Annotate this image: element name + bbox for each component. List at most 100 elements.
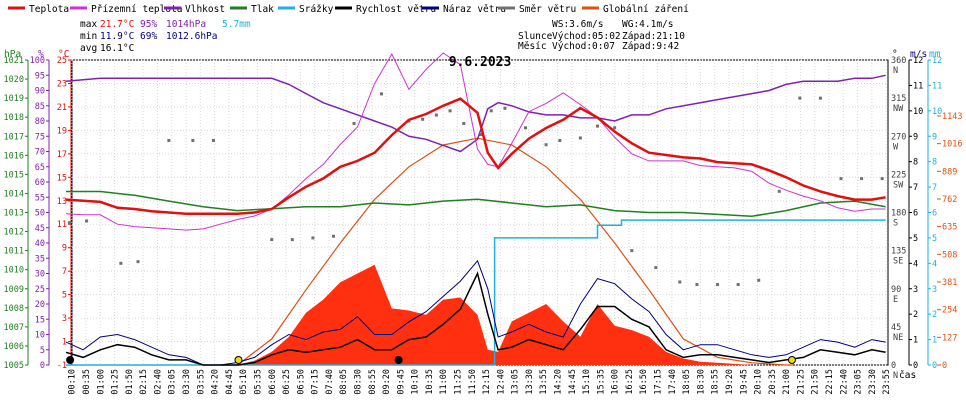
- humidity-axis-label-18: 90: [35, 87, 45, 97]
- wind-direction-point-25: [596, 124, 600, 128]
- direction-axis-label-6: 270: [891, 132, 906, 142]
- ground-temperature-line: [65, 52, 886, 231]
- stats-max-label: max: [80, 19, 97, 30]
- x-tick-label-15: 06:25: [282, 369, 292, 395]
- humidity-axis-label-2: 10: [35, 331, 45, 341]
- x-tick-label-49: 20:35: [768, 369, 778, 395]
- x-tick-label-45: 18:55: [711, 369, 721, 395]
- wind-axis-label-2: 2: [913, 310, 918, 320]
- stats-max-humidity: 95%: [140, 19, 157, 30]
- rain-axis-unit: mm: [929, 49, 941, 60]
- x-tick-label-30: 12:40: [496, 369, 506, 395]
- wind-direction-point-3: [136, 260, 140, 264]
- info-sunrise: Východ:05:02: [552, 31, 621, 42]
- direction-axis-compass-0: N: [893, 371, 898, 381]
- x-tick-label-19: 08:05: [339, 369, 349, 395]
- radiation-axis-label-1: 127: [942, 333, 957, 343]
- pressure-axis-label-0: 1005: [4, 361, 24, 371]
- series-layer: [65, 52, 886, 366]
- x-tick-label-11: 04:45: [225, 369, 235, 395]
- wind-direction-point-32: [736, 283, 740, 287]
- pressure-axis-label-13: 1018: [4, 113, 24, 123]
- x-tick-label-17: 07:15: [311, 369, 321, 395]
- x-tick-label-5: 02:15: [139, 369, 149, 395]
- info-moon-label: Měsíc: [518, 41, 547, 52]
- x-tick-label-14: 06:00: [268, 369, 278, 395]
- x-tick-label-44: 18:30: [696, 369, 706, 395]
- x-tick-label-40: 16:50: [639, 369, 649, 395]
- radiation-measured-area: [237, 264, 787, 365]
- pressure-axis-unit: hPa: [4, 49, 21, 60]
- wind-axis-label-5: 5: [913, 234, 918, 244]
- legend-label-7: Směr větru: [519, 4, 576, 15]
- x-tick-label-57: 23:55: [882, 369, 892, 395]
- legend-label-5: Rychlost větru: [356, 4, 436, 15]
- humidity-line: [65, 74, 886, 153]
- x-tick-label-35: 14:45: [568, 369, 578, 395]
- rain-line: [66, 219, 886, 366]
- temperature-axis-label-9: 17: [57, 150, 67, 160]
- x-tick-label-36: 15:10: [582, 369, 592, 395]
- wind-direction-point-1: [85, 219, 89, 223]
- stats-avg-label: avg: [80, 43, 97, 54]
- humidity-axis-label-6: 30: [35, 270, 45, 280]
- pressure-axis-label-1: 1006: [4, 342, 24, 352]
- wind-direction-point-17: [462, 122, 466, 126]
- legend-label-1: Přízemní teplota: [91, 4, 183, 15]
- temperature-axis-label-2: 3: [62, 314, 67, 324]
- x-tick-label-56: 23:30: [868, 369, 878, 395]
- humidity-axis-label-8: 40: [35, 239, 45, 249]
- legend-label-4: Srážky: [299, 4, 334, 15]
- temperature-axis-label-8: 15: [57, 173, 67, 183]
- x-tick-label-13: 05:35: [253, 369, 263, 395]
- stats-block: max 21.7°C 95% 1014hPa 5.7mm min 11.9°C …: [80, 19, 251, 54]
- temperature-axis-label-11: 21: [57, 103, 67, 113]
- rain-axis-label-12: 12: [932, 56, 942, 66]
- humidity-axis-label-0: 0: [40, 361, 45, 371]
- rain-axis-label-5: 5: [932, 234, 937, 244]
- radiation-axis-label-0: 0: [942, 361, 947, 371]
- humidity-axis-label-15: 75: [35, 132, 45, 142]
- temperature-axis-label-5: 9: [62, 244, 67, 254]
- x-tick-label-1: 00:35: [82, 369, 92, 395]
- radiation-axis-label-4: 508: [942, 250, 957, 260]
- x-tick-label-0: 00:10: [68, 369, 78, 395]
- x-tick-label-28: 11:50: [468, 369, 478, 395]
- direction-axis-compass-5: SW: [893, 180, 904, 190]
- wind-axis-label-1: 1: [913, 336, 918, 346]
- x-tick-label-25: 10:35: [425, 369, 435, 395]
- moonset-marker: [394, 356, 403, 364]
- info-sunset: Západ:21:10: [622, 31, 685, 42]
- direction-axis-compass-3: SE: [893, 257, 903, 267]
- pressure-axis-label-10: 1015: [4, 170, 24, 180]
- x-tick-label-18: 07:40: [325, 369, 335, 395]
- rain-axis-label-0: 0: [932, 361, 937, 371]
- x-tick-label-43: 18:05: [682, 369, 692, 395]
- humidity-axis-label-10: 50: [35, 209, 45, 219]
- humidity-axis-label-3: 15: [35, 315, 45, 325]
- wind-direction-point-4: [167, 138, 171, 142]
- wind-direction-point-28: [654, 266, 658, 270]
- x-tick-label-53: 22:15: [825, 369, 835, 395]
- wind-direction-point-29: [678, 280, 682, 284]
- legend-label-0: Teplota: [29, 4, 69, 15]
- x-tick-label-6: 02:40: [153, 369, 163, 395]
- wind-speed-line: [65, 271, 886, 366]
- wind-direction-point-24: [578, 136, 582, 140]
- moonrise-marker: [66, 356, 75, 364]
- wind-direction-point-33: [757, 278, 761, 282]
- x-tick-label-33: 13:55: [539, 369, 549, 395]
- humidity-axis-label-12: 60: [35, 178, 45, 188]
- sunset-marker: [787, 356, 796, 364]
- wind-direction-point-18: [479, 133, 483, 137]
- legend-label-2: Vlhkost: [185, 4, 225, 15]
- radiation-axis-label-8: 1016: [942, 140, 962, 150]
- rain-axis-label-8: 8: [932, 158, 937, 168]
- humidity-axis-label-5: 25: [35, 285, 45, 295]
- humidity-axis-label-7: 35: [35, 254, 45, 264]
- humidity-axis-label-20: 100: [30, 56, 45, 66]
- x-tick-label-9: 03:55: [196, 369, 206, 395]
- x-tick-label-41: 17:15: [654, 369, 664, 395]
- direction-axis-label-7: 315: [891, 94, 906, 104]
